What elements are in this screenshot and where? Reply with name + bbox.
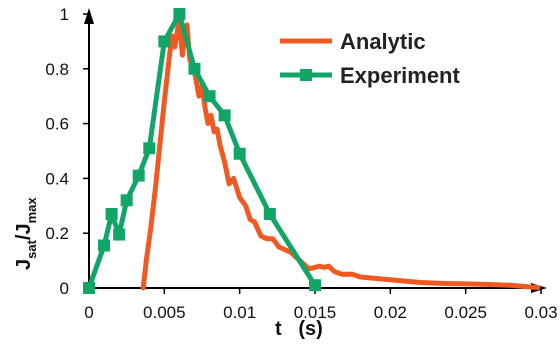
y-axis-title-sub1: sat: [24, 239, 39, 258]
y-axis-title-slash: /J: [13, 223, 35, 240]
data-point: [188, 62, 201, 75]
data-point: [113, 228, 126, 241]
data-point: [309, 279, 321, 292]
y-tick-label: 0.8: [45, 60, 69, 79]
x-tick-label: 0.005: [143, 303, 186, 322]
y-tick-label: 0.2: [45, 224, 69, 243]
data-point: [173, 8, 186, 20]
legend-label: Analytic: [340, 29, 426, 54]
x-tick-label: 0.025: [444, 303, 487, 322]
series-analytic: [140, 17, 541, 291]
series-experiment: [83, 8, 321, 294]
x-tick-label: 0.015: [294, 303, 337, 322]
legend-marker: [300, 69, 312, 81]
x-axis-title: t (s): [275, 318, 323, 340]
y-tick-label: 0: [60, 279, 69, 298]
y-axis-title: Jsat/Jmax: [13, 197, 39, 270]
data-point: [218, 109, 231, 122]
axes: 0 0.005 0.01 0.015 0.02 0.025 0.03 0 0.2 0.4 0.6 0.…: [45, 5, 557, 322]
data-point: [203, 90, 216, 103]
data-point: [120, 194, 133, 207]
series-line: [140, 17, 541, 291]
data-point: [98, 239, 111, 252]
y-axis-arrow: [84, 8, 94, 24]
data-point: [233, 147, 246, 160]
data-point: [105, 208, 118, 221]
y-tick-label: 0.4: [45, 169, 69, 188]
y-axis-title-main: J: [13, 259, 35, 270]
data-point: [158, 35, 171, 48]
legend-label: Experiment: [340, 63, 460, 88]
x-tick-label: 0: [84, 303, 93, 322]
data-point: [263, 208, 276, 221]
data-point: [83, 282, 95, 294]
x-tick-label: 0.02: [374, 303, 407, 322]
legend: Analytic Experiment: [280, 29, 460, 88]
x-tick-label: 0.01: [223, 303, 256, 322]
data-point: [143, 142, 156, 155]
series-layer: [83, 8, 541, 294]
y-tick-label: 1: [60, 5, 69, 24]
y-axis-title-sub2: max: [24, 197, 39, 224]
data-point: [132, 169, 145, 182]
x-tick-label: 0.03: [524, 303, 557, 322]
y-tick-label: 0.6: [45, 115, 69, 134]
